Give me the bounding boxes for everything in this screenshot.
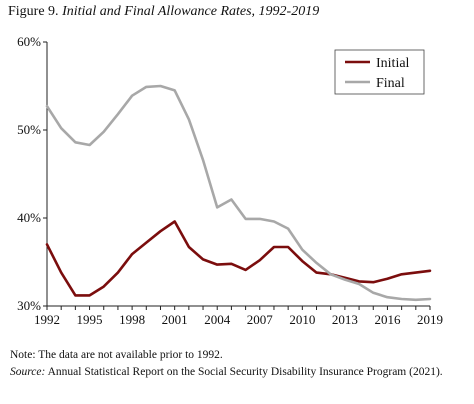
line-chart: 30% 40% 50% 60% 1992 1995 1998 2001 2004 2007 2010… [17, 34, 443, 327]
y-tick-label: 30% [17, 298, 41, 313]
y-tick-label: 40% [17, 210, 41, 225]
x-tick-label: 2007 [247, 312, 274, 327]
legend-label-initial: Initial [376, 56, 410, 71]
legend-box [334, 49, 425, 95]
x-tick-label: 2019 [417, 312, 443, 327]
x-tick-label: 1995 [77, 312, 103, 327]
legend-label-final: Final [376, 76, 405, 91]
source-label: Source: [10, 366, 46, 378]
figure-label: Figure 9. [8, 4, 59, 19]
source-text: Annual Statistical Report on the Social … [47, 366, 443, 378]
y-tick-label: 60% [17, 34, 41, 49]
series-line-final [45, 84, 432, 302]
series-line-initial [45, 220, 432, 297]
figure-title-text: Initial and Final Allowance Rates, 1992-… [62, 4, 320, 19]
x-tick-label: 1998 [119, 312, 145, 327]
figure-title: Figure 9. Initial and Final Allowance Ra… [8, 4, 319, 20]
x-tick-label: 2013 [332, 312, 358, 327]
source-note: Source: Annual Statistical Report on the… [10, 366, 443, 378]
x-tick-label: 2001 [162, 312, 188, 327]
data-note: Note: The data are not available prior t… [10, 349, 223, 361]
x-tick-label: 1992 [34, 312, 60, 327]
y-tick-label: 50% [17, 122, 41, 137]
x-tick-label: 2016 [374, 312, 401, 327]
x-tick-label: 2004 [204, 312, 231, 327]
x-tick-label: 2010 [289, 312, 315, 327]
